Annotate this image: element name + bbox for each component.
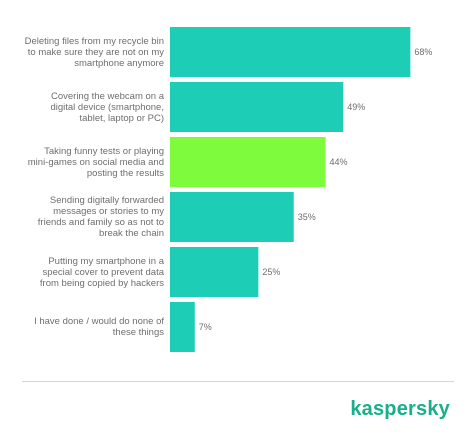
category-label-5: Putting my smartphone in a special cover… bbox=[39, 255, 164, 289]
category-label-1: Deleting files from my recycle bin to ma… bbox=[24, 35, 164, 69]
baseline-divider bbox=[22, 381, 454, 382]
bar-3 bbox=[170, 137, 326, 187]
bar-5 bbox=[170, 247, 259, 297]
kaspersky-logo: kaspersky bbox=[350, 398, 450, 420]
category-label-2: Covering the webcam on a digital device … bbox=[50, 90, 164, 124]
bar-4 bbox=[170, 192, 294, 242]
category-label-3: Taking funny tests or playing mini-games… bbox=[27, 145, 164, 179]
category-label-6: I have done / would do none of these thi… bbox=[34, 316, 164, 338]
bar-6 bbox=[170, 302, 195, 352]
value-label-1: 68% bbox=[414, 47, 433, 57]
value-label-5: 25% bbox=[262, 267, 281, 277]
category-label-4: Sending digitally forwarded messages or … bbox=[37, 195, 164, 239]
bar-2 bbox=[170, 82, 344, 132]
value-label-6: 7% bbox=[198, 322, 212, 332]
value-label-3: 44% bbox=[329, 157, 348, 167]
value-label-2: 49% bbox=[347, 102, 366, 112]
value-label-4: 35% bbox=[297, 212, 316, 222]
bar-1 bbox=[170, 27, 411, 77]
